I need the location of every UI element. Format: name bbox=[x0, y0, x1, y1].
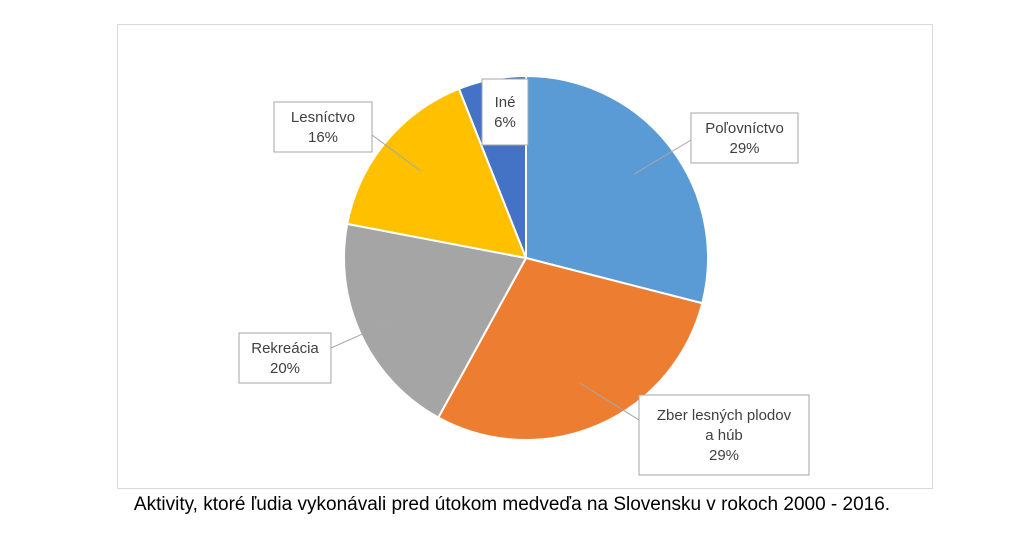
data-label-category: Iné bbox=[495, 94, 516, 111]
pie-slice bbox=[437, 257, 704, 441]
pie-slice bbox=[346, 87, 527, 259]
data-label: Lesníctvo 16% bbox=[273, 101, 373, 153]
data-label-box bbox=[481, 78, 529, 146]
data-label-box bbox=[638, 394, 810, 476]
data-label-percent: 29% bbox=[709, 447, 739, 464]
data-label: Poľovníctvo 29% bbox=[690, 112, 799, 164]
data-label: Rekreácia 20% bbox=[238, 332, 332, 384]
leader-line bbox=[330, 315, 403, 349]
leader-line bbox=[633, 139, 692, 175]
data-label-box bbox=[273, 101, 373, 153]
leader-line bbox=[579, 382, 640, 421]
pie-chart: Poľovníctvo 29% Zber lesných plodov a húb 29… bbox=[238, 75, 810, 476]
data-label-category: Zber lesných plodov bbox=[657, 407, 792, 424]
data-label: Zber lesných plodov a húb 29% bbox=[638, 394, 810, 476]
chart-caption: Aktivity, ktoré ľudia vykonávali pred út… bbox=[133, 494, 891, 515]
data-label-category: Rekreácia bbox=[251, 340, 319, 357]
data-label-category: a húb bbox=[705, 427, 743, 444]
data-label-percent: 6% bbox=[494, 114, 516, 131]
chart-area: Poľovníctvo 29% Zber lesných plodov a húb 29… bbox=[117, 24, 933, 489]
pie-slice bbox=[343, 222, 527, 419]
pie-slice bbox=[525, 75, 709, 305]
data-label: Iné 6% bbox=[481, 78, 529, 146]
leader-line bbox=[371, 134, 422, 172]
data-label-percent: 16% bbox=[308, 129, 338, 146]
data-label-percent: 29% bbox=[729, 140, 759, 157]
data-label-box bbox=[690, 112, 799, 164]
data-label-category: Poľovníctvo bbox=[705, 120, 784, 137]
data-label-box bbox=[238, 332, 332, 384]
data-labels: Poľovníctvo 29% Zber lesných plodov a húb 29… bbox=[238, 78, 810, 476]
data-label-percent: 20% bbox=[270, 360, 300, 377]
data-label-category: Lesníctvo bbox=[291, 109, 355, 126]
